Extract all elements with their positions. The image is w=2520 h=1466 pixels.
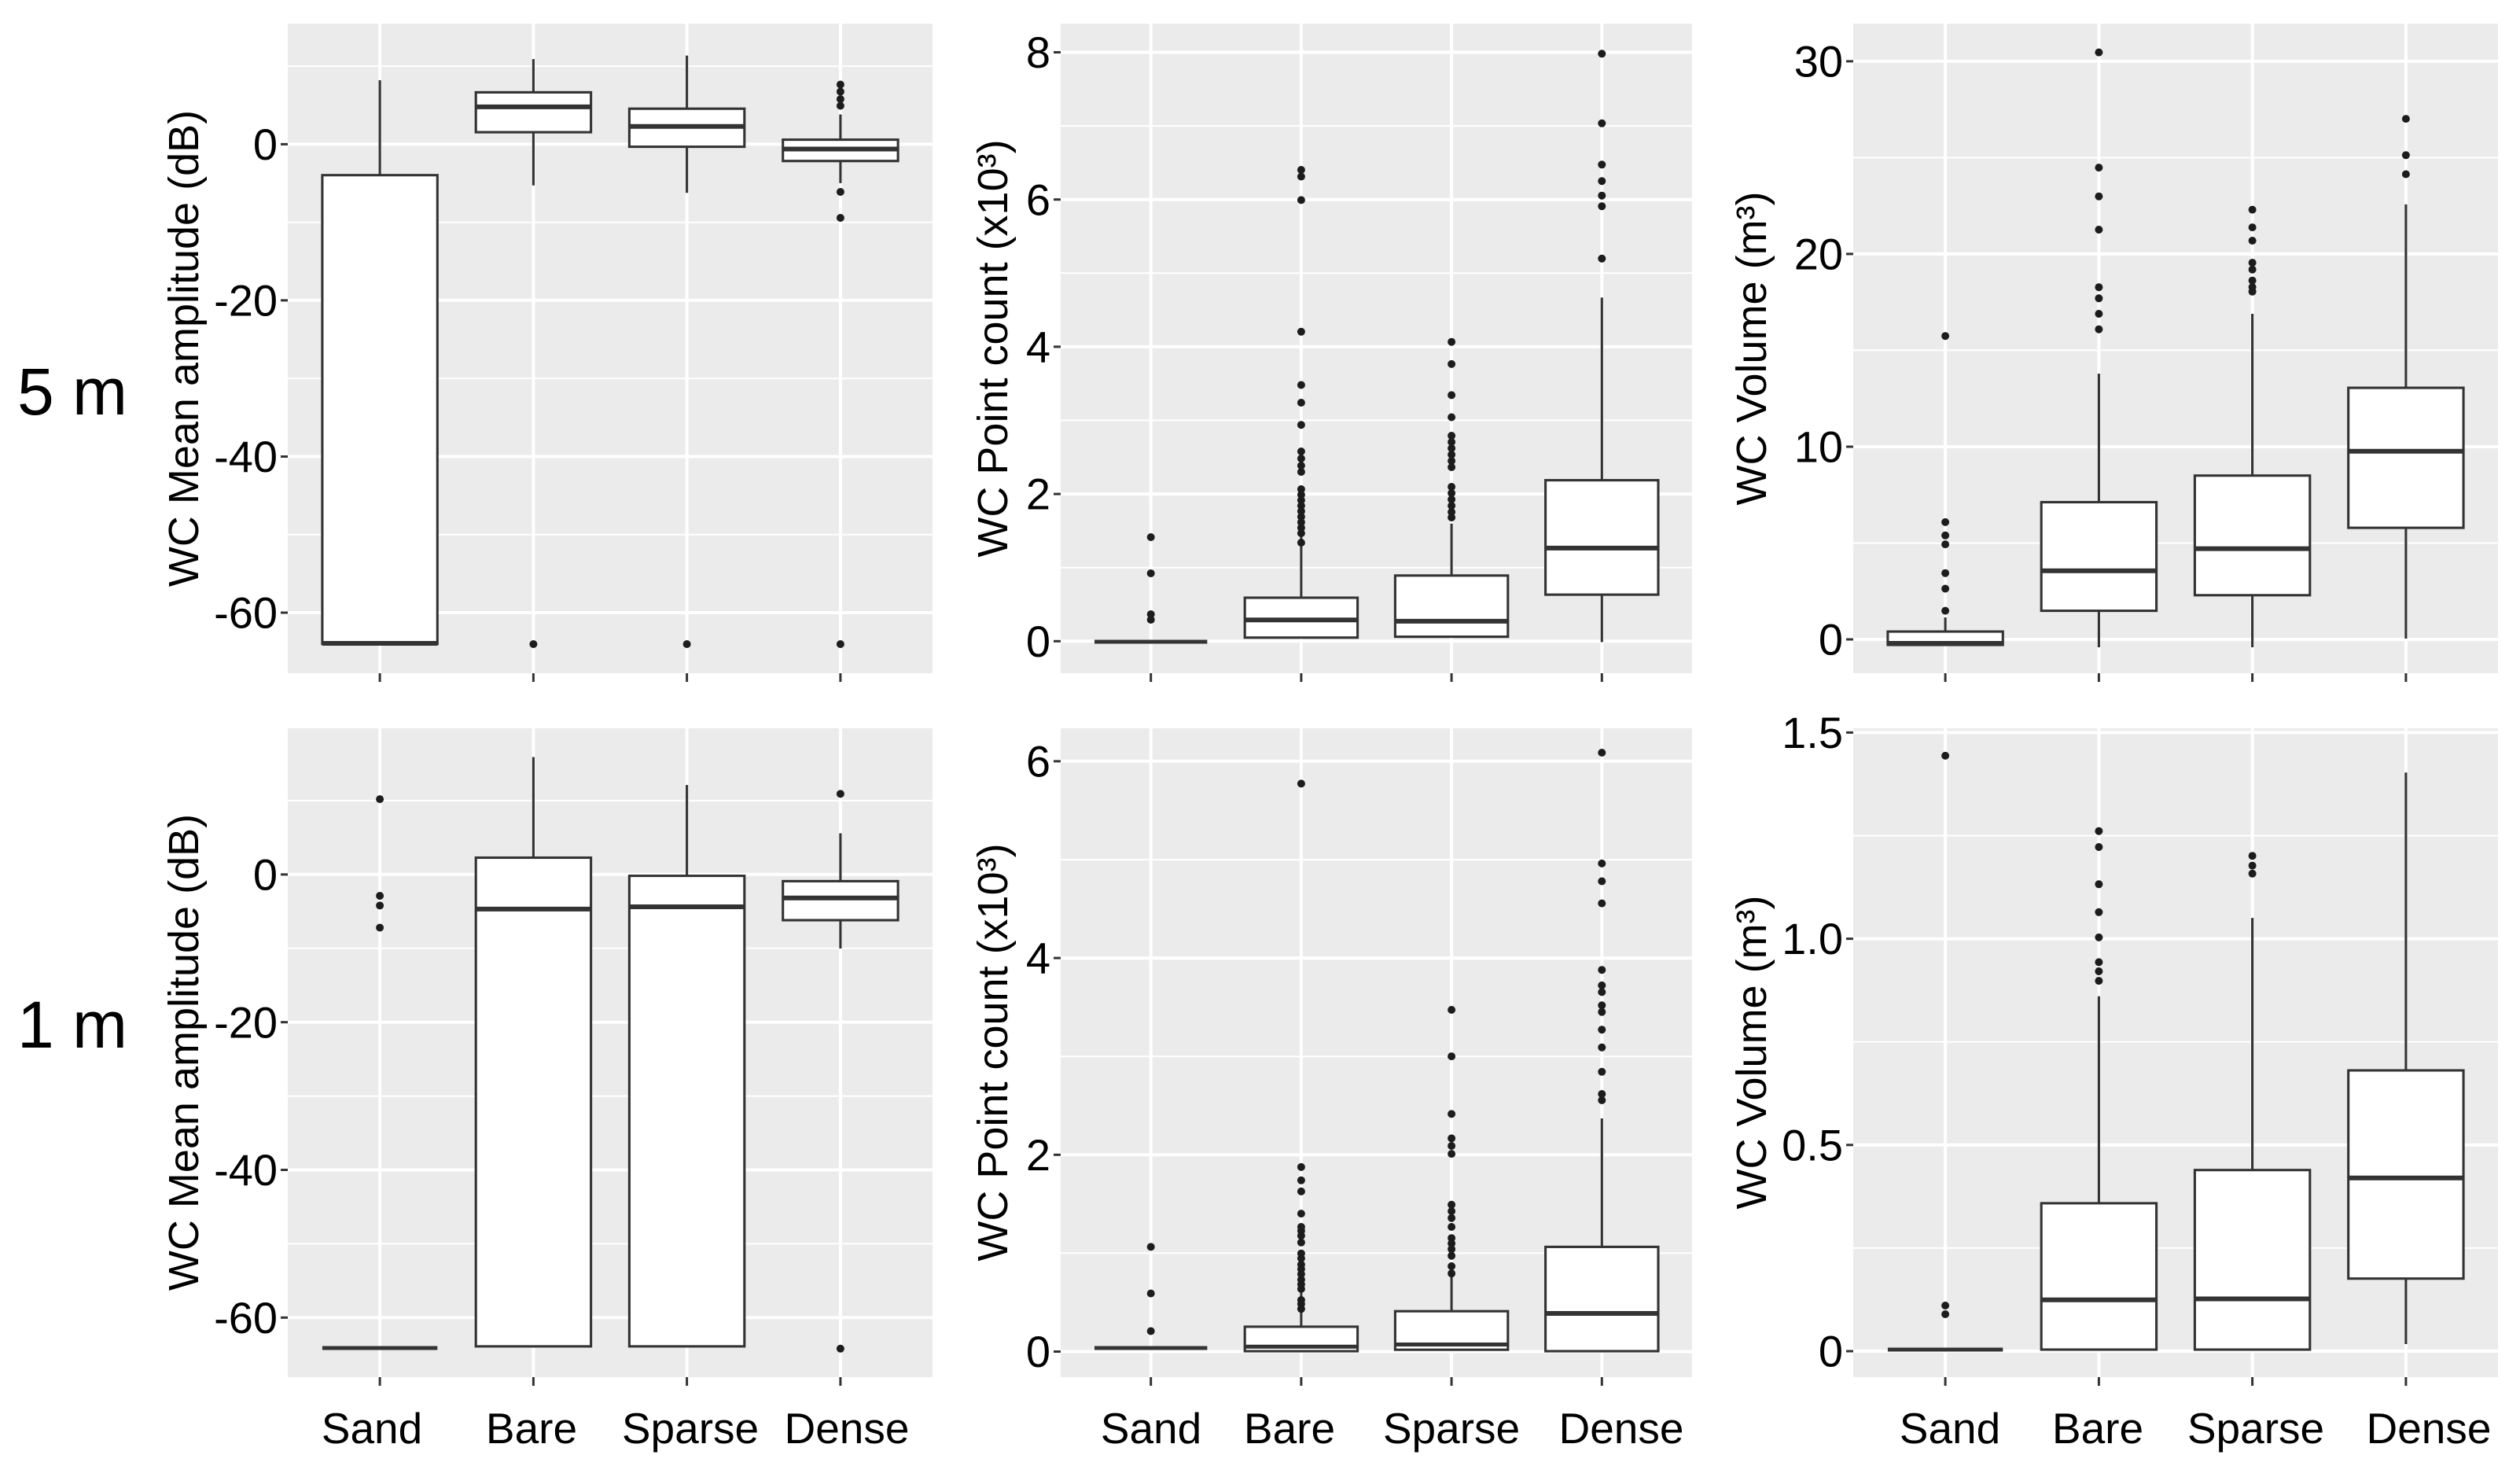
- svg-text:0: 0: [253, 120, 278, 169]
- svg-text:5 m: 5 m: [17, 355, 127, 429]
- svg-text:Sand: Sand: [1101, 1404, 1201, 1453]
- svg-text:WC Volume (m³): WC Volume (m³): [1728, 191, 1775, 505]
- svg-text:WC Point count (x10³): WC Point count (x10³): [969, 843, 1017, 1261]
- svg-text:1.5: 1.5: [1782, 708, 1843, 757]
- svg-text:4: 4: [1026, 934, 1050, 983]
- svg-text:Sand: Sand: [1900, 1404, 2000, 1453]
- svg-text:Dense: Dense: [1559, 1404, 1684, 1453]
- svg-text:0: 0: [253, 850, 278, 900]
- svg-text:0: 0: [1026, 1327, 1050, 1376]
- svg-text:8: 8: [1026, 28, 1050, 77]
- svg-text:2: 2: [1026, 470, 1050, 519]
- svg-text:10: 10: [1794, 422, 1843, 472]
- svg-text:4: 4: [1026, 322, 1050, 372]
- svg-text:1 m: 1 m: [17, 988, 127, 1062]
- svg-text:Bare: Bare: [486, 1404, 577, 1453]
- svg-text:6: 6: [1026, 737, 1050, 786]
- svg-text:Dense: Dense: [2367, 1404, 2492, 1453]
- svg-text:Dense: Dense: [785, 1404, 910, 1453]
- svg-text:Sand: Sand: [322, 1404, 422, 1453]
- svg-text:-60: -60: [214, 1293, 278, 1343]
- svg-text:Bare: Bare: [2052, 1404, 2143, 1453]
- svg-text:0: 0: [1819, 615, 1843, 665]
- svg-text:0: 0: [1819, 1327, 1843, 1376]
- svg-text:-40: -40: [214, 1145, 278, 1195]
- svg-text:20: 20: [1794, 230, 1843, 279]
- svg-text:-20: -20: [214, 276, 278, 326]
- svg-text:Sparse: Sparse: [622, 1404, 759, 1453]
- svg-text:1.0: 1.0: [1782, 914, 1843, 963]
- svg-text:WC Mean amplitude (dB): WC Mean amplitude (dB): [160, 814, 208, 1291]
- svg-text:WC Volume (m³): WC Volume (m³): [1728, 895, 1775, 1209]
- svg-text:WC Mean amplitude (dB): WC Mean amplitude (dB): [160, 110, 208, 587]
- svg-text:6: 6: [1026, 175, 1050, 224]
- svg-text:0: 0: [1026, 617, 1050, 666]
- svg-text:Bare: Bare: [1244, 1404, 1335, 1453]
- svg-text:-60: -60: [214, 588, 278, 638]
- svg-text:0.5: 0.5: [1782, 1120, 1843, 1169]
- svg-text:Sparse: Sparse: [1383, 1404, 1520, 1453]
- svg-text:-40: -40: [214, 432, 278, 481]
- svg-text:WC Point count (x10³): WC Point count (x10³): [969, 139, 1017, 557]
- svg-text:2: 2: [1026, 1130, 1050, 1180]
- svg-text:Sparse: Sparse: [2187, 1404, 2324, 1453]
- svg-text:-20: -20: [214, 997, 278, 1047]
- svg-text:30: 30: [1794, 37, 1843, 87]
